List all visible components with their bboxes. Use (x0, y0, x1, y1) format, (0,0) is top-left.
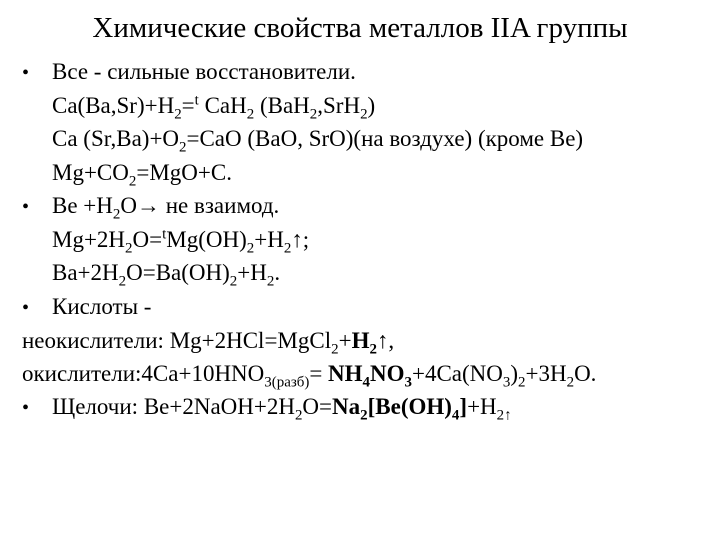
ok-label: окислители: (22, 361, 141, 386)
bullet-icon: • (22, 191, 29, 223)
bullet-icon: • (22, 392, 29, 424)
bullet-icon: • (22, 292, 29, 324)
line-8: • Кислоты - (22, 290, 698, 324)
line-8-text: Кислоты - (52, 290, 698, 323)
slide-body: • Все - сильные восстановители. Ca(Ba,Sr… (22, 55, 698, 424)
line-5-text: Be +H2O→ не взаимод. (52, 189, 698, 222)
slide-title: Химические свойства металлов IIA группы (22, 12, 698, 45)
line-2-text: Ca(Ba,Sr)+H2=t CaH2 (BaH2,SrH2) (52, 89, 698, 122)
line-10: окислители:4Ca+10HNO3(разб)= NH4NO3+4Ca(… (22, 357, 698, 390)
line-3-text: Ca (Sr,Ba)+O2=CaO (BaO, SrO)(на воздухе)… (52, 122, 698, 155)
line-4: Mg+CO2=MgO+C. (22, 156, 698, 189)
line-11-text: Щелочи: Be+2NaOH+2H2O=Na2[Be(OH)4]+H2↑ (52, 390, 698, 423)
neok-label: неокислители: (22, 328, 170, 353)
shch-label: Щелочи: (52, 394, 144, 419)
line-9-text: неокислители: Mg+2HCl=MgCl2+H2↑, (22, 324, 698, 357)
line-6: Mg+2H2O=tMg(OH)2+H2↑; (22, 223, 698, 256)
line-11: • Щелочи: Be+2NaOH+2H2O=Na2[Be(OH)4]+H2↑ (22, 390, 698, 424)
line-1: • Все - сильные восстановители. (22, 55, 698, 89)
line-9: неокислители: Mg+2HCl=MgCl2+H2↑, (22, 324, 698, 357)
line-10-text: окислители:4Ca+10HNO3(разб)= NH4NO3+4Ca(… (22, 357, 698, 390)
line-2: Ca(Ba,Sr)+H2=t CaH2 (BaH2,SrH2) (22, 89, 698, 122)
line-4-text: Mg+CO2=MgO+C. (52, 156, 698, 189)
line-1-text: Все - сильные восстановители. (52, 55, 698, 88)
line-3: Ca (Sr,Ba)+O2=CaO (BaO, SrO)(на воздухе)… (22, 122, 698, 155)
line-5: • Be +H2O→ не взаимод. (22, 189, 698, 223)
line-7-text: Ba+2H2O=Ba(OH)2+H2. (52, 256, 698, 289)
line-6-text: Mg+2H2O=tMg(OH)2+H2↑; (52, 223, 698, 256)
bullet-icon: • (22, 57, 29, 89)
line-7: Ba+2H2O=Ba(OH)2+H2. (22, 256, 698, 289)
